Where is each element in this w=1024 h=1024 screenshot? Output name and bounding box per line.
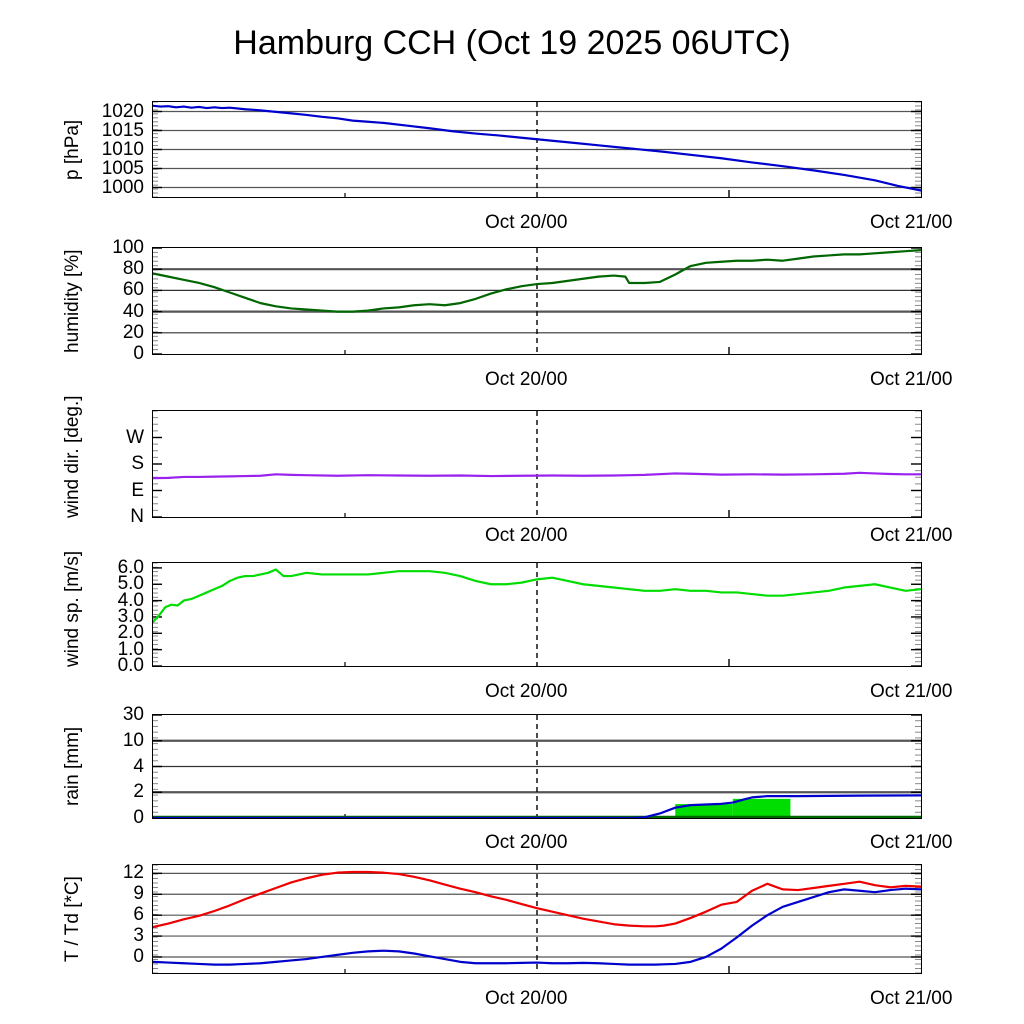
x-axis-label-wind_dir-1: Oct 21/00 — [870, 525, 953, 546]
y-tick-wind_dir-0: W — [126, 426, 144, 448]
plot-area-wind_speed — [152, 562, 922, 667]
y-tick-humidity-2: 60 — [122, 279, 144, 301]
x-axis-label-wind_dir-0: Oct 20/00 — [485, 525, 568, 546]
y-tick-wind_dir-2: E — [131, 479, 144, 501]
y-tick-pressure-1: 1015 — [101, 119, 144, 141]
y-tick-pressure-2: 1010 — [101, 138, 144, 160]
x-axis-label-humidity-0: Oct 20/00 — [485, 369, 568, 390]
plot-area-rain — [152, 714, 922, 819]
y-tick-temperature-4: 0 — [133, 945, 144, 967]
y-axis-label-temperature: T / Td [*C] — [62, 876, 83, 962]
y-tick-wind_speed-0: 6.0 — [117, 556, 144, 578]
y-tick-rain-1: 10 — [122, 729, 144, 751]
y-tick-wind_speed-5: 1.0 — [117, 638, 144, 660]
y-axis-label-pressure: p [hPa] — [62, 119, 83, 180]
y-tick-rain-0: 30 — [122, 704, 144, 725]
y-tick-temperature-3: 3 — [133, 925, 144, 947]
y-tick-wind_dir-1: S — [131, 453, 144, 474]
y-tick-wind_dir-3: N — [130, 506, 144, 527]
y-tick-temperature-1: 9 — [133, 883, 144, 905]
y-tick-rain-4: 0 — [133, 807, 144, 828]
y-tick-wind_speed-2: 4.0 — [117, 589, 144, 611]
x-axis-label-pressure-0: Oct 20/00 — [485, 212, 568, 233]
y-tick-humidity-1: 80 — [122, 258, 144, 280]
y-tick-wind_speed-3: 3.0 — [117, 605, 144, 627]
x-axis-label-temperature-0: Oct 20/00 — [485, 988, 568, 1009]
y-tick-rain-3: 2 — [133, 781, 144, 803]
plot-area-pressure — [152, 101, 922, 198]
y-tick-temperature-0: 12 — [122, 862, 144, 884]
y-axis-label-wind_dir: wind dir. [deg.] — [62, 395, 83, 518]
x-axis-label-humidity-1: Oct 21/00 — [870, 369, 953, 390]
y-tick-humidity-5: 0 — [133, 343, 144, 364]
y-tick-pressure-4: 1000 — [101, 176, 144, 198]
x-axis-label-rain-1: Oct 21/00 — [870, 832, 953, 853]
x-axis-label-rain-0: Oct 20/00 — [485, 832, 568, 853]
y-tick-pressure-0: 1020 — [101, 100, 144, 122]
y-tick-humidity-3: 40 — [122, 300, 144, 322]
y-tick-pressure-3: 1005 — [101, 157, 144, 179]
y-tick-humidity-4: 20 — [122, 321, 144, 343]
y-axis-label-humidity: humidity [%] — [62, 249, 83, 353]
x-axis-label-pressure-1: Oct 21/00 — [870, 212, 953, 233]
x-axis-label-wind_speed-0: Oct 20/00 — [485, 681, 568, 702]
x-axis-label-wind_speed-1: Oct 21/00 — [870, 681, 953, 702]
plot-area-temperature — [152, 864, 922, 974]
y-tick-wind_speed-6: 0.0 — [117, 655, 144, 676]
plot-area-wind_dir — [152, 410, 922, 518]
y-axis-label-rain: rain [mm] — [62, 726, 83, 807]
page-title: Hamburg CCH (Oct 19 2025 06UTC) — [233, 24, 791, 62]
plot-area-humidity — [152, 247, 922, 355]
y-tick-humidity-0: 100 — [112, 237, 144, 258]
y-tick-wind_speed-4: 2.0 — [117, 622, 144, 644]
y-tick-wind_speed-1: 5.0 — [117, 573, 144, 595]
y-axis-label-wind_speed: wind sp. [m/s] — [62, 550, 83, 667]
x-axis-label-temperature-1: Oct 21/00 — [870, 988, 953, 1009]
y-tick-temperature-2: 6 — [133, 904, 144, 926]
y-tick-rain-2: 4 — [133, 755, 144, 777]
